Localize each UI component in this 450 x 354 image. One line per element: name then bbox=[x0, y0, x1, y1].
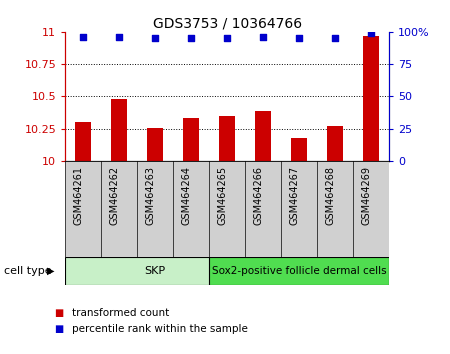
Bar bbox=[327, 126, 343, 161]
Point bbox=[152, 35, 159, 41]
Point bbox=[116, 34, 123, 40]
Text: GSM464263: GSM464263 bbox=[145, 166, 155, 225]
Text: percentile rank within the sample: percentile rank within the sample bbox=[72, 324, 248, 334]
Text: cell type: cell type bbox=[4, 266, 52, 276]
Bar bbox=[65, 257, 245, 285]
Text: GSM464262: GSM464262 bbox=[109, 166, 119, 225]
Text: ▶: ▶ bbox=[47, 266, 55, 276]
Text: SKP: SKP bbox=[145, 266, 166, 276]
Text: GSM464266: GSM464266 bbox=[253, 166, 263, 225]
Bar bbox=[255, 111, 271, 161]
Point bbox=[260, 34, 267, 40]
Point bbox=[332, 35, 339, 41]
Text: ■: ■ bbox=[54, 324, 63, 334]
Point bbox=[188, 35, 195, 41]
Text: ■: ■ bbox=[54, 308, 63, 318]
Text: transformed count: transformed count bbox=[72, 308, 169, 318]
Text: GSM464261: GSM464261 bbox=[73, 166, 83, 225]
Text: GSM464267: GSM464267 bbox=[289, 166, 299, 225]
Point bbox=[368, 30, 375, 36]
Title: GDS3753 / 10364766: GDS3753 / 10364766 bbox=[153, 17, 302, 31]
Point bbox=[224, 35, 231, 41]
Bar bbox=[363, 36, 379, 161]
Bar bbox=[111, 99, 127, 161]
Text: GSM464268: GSM464268 bbox=[325, 166, 335, 225]
Point bbox=[80, 34, 87, 40]
Text: GSM464265: GSM464265 bbox=[217, 166, 227, 225]
Bar bbox=[291, 138, 307, 161]
Text: GSM464264: GSM464264 bbox=[181, 166, 191, 225]
Bar bbox=[219, 116, 235, 161]
Bar bbox=[75, 122, 91, 161]
Point bbox=[296, 35, 303, 41]
Bar bbox=[183, 119, 199, 161]
Text: Sox2-positive follicle dermal cells: Sox2-positive follicle dermal cells bbox=[212, 266, 387, 276]
Bar bbox=[147, 128, 163, 161]
Text: GSM464269: GSM464269 bbox=[361, 166, 371, 225]
Bar bbox=[209, 257, 389, 285]
